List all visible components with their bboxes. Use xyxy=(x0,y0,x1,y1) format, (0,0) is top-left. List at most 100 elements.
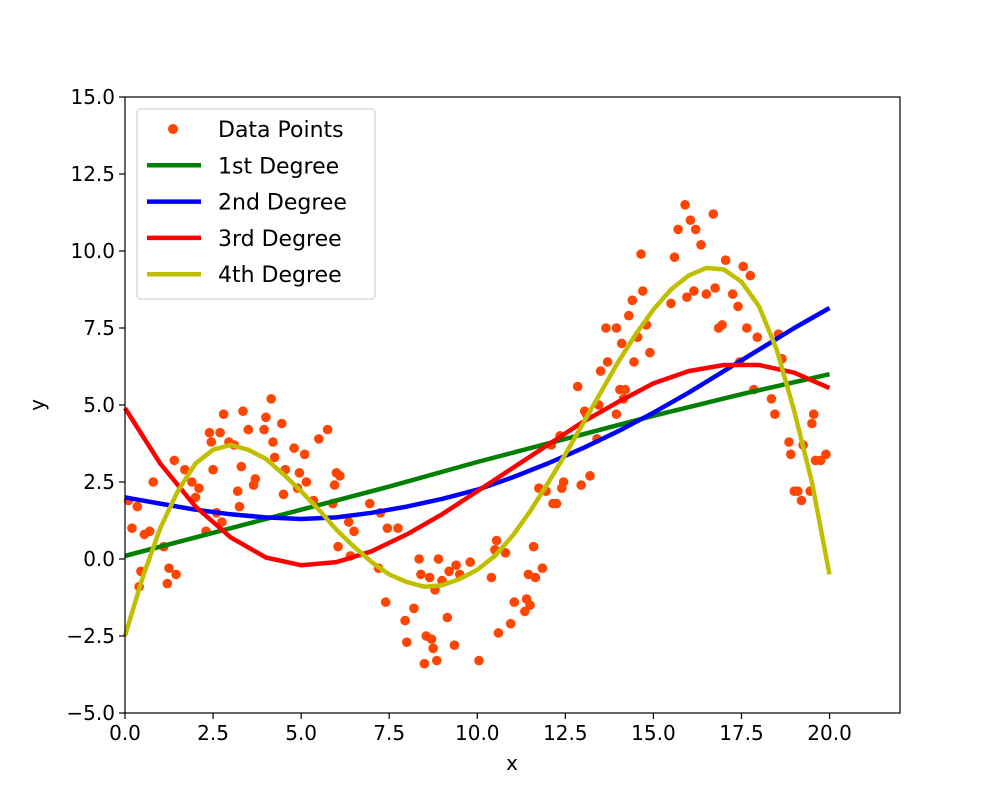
data-point xyxy=(770,409,780,420)
x-tick-label: 2.5 xyxy=(197,721,229,745)
data-point xyxy=(132,501,143,512)
data-point xyxy=(238,406,248,417)
data-point xyxy=(680,200,690,210)
data-point xyxy=(627,295,638,306)
data-point xyxy=(432,655,442,666)
data-point xyxy=(442,612,453,623)
data-point xyxy=(696,240,706,250)
data-point xyxy=(638,286,648,296)
data-point xyxy=(218,409,229,420)
data-point xyxy=(620,384,630,395)
series-line xyxy=(123,362,831,568)
data-point xyxy=(685,215,696,225)
data-point xyxy=(329,480,340,490)
data-point xyxy=(784,437,794,447)
data-point xyxy=(269,452,280,463)
data-point xyxy=(629,357,639,367)
plot-area xyxy=(122,200,832,669)
x-tick-label: 17.5 xyxy=(719,721,764,745)
data-point xyxy=(500,548,511,558)
data-point xyxy=(766,394,777,404)
legend: Data Points 1st Degree 2nd Degree 3rd Degre… xyxy=(136,108,376,300)
data-point xyxy=(738,261,748,272)
data-point xyxy=(380,597,391,607)
data-point xyxy=(509,597,520,607)
data-point xyxy=(636,249,646,259)
data-point xyxy=(572,381,583,392)
data-point xyxy=(294,468,305,478)
data-point xyxy=(733,301,743,312)
data-point xyxy=(491,535,502,546)
y-tick-label: −5.0 xyxy=(66,701,115,725)
data-point xyxy=(793,486,803,497)
data-point xyxy=(169,455,180,466)
data-point xyxy=(215,427,225,438)
legend-label: 4th Degree xyxy=(218,263,342,288)
legend-frame xyxy=(136,108,376,300)
data-point xyxy=(187,477,197,487)
y-tick-label: 2.5 xyxy=(83,470,115,494)
data-point xyxy=(400,615,410,626)
data-point xyxy=(402,637,412,647)
data-point xyxy=(204,427,215,438)
data-point xyxy=(616,338,627,349)
data-point xyxy=(742,323,752,333)
x-tick-label: 5.0 xyxy=(285,721,317,745)
data-point xyxy=(259,424,269,435)
legend-label: Data Points xyxy=(218,118,344,143)
data-point xyxy=(537,563,548,573)
data-point xyxy=(236,461,247,472)
data-point xyxy=(449,640,460,650)
x-tick-label: 7.5 xyxy=(373,721,405,745)
data-point xyxy=(261,412,271,423)
data-point xyxy=(624,310,634,321)
series-line xyxy=(122,265,832,637)
data-point xyxy=(194,483,204,494)
data-point xyxy=(382,523,393,533)
data-point xyxy=(426,634,437,644)
data-point xyxy=(335,471,345,481)
data-point xyxy=(669,252,680,262)
data-point xyxy=(266,394,277,404)
data-point xyxy=(689,286,699,296)
data-point xyxy=(666,298,676,309)
data-point xyxy=(796,495,807,506)
y-tick-label: 12.5 xyxy=(70,162,115,186)
data-point xyxy=(585,471,595,481)
data-point xyxy=(333,541,343,552)
data-point xyxy=(727,289,738,299)
legend-items: Data Points 1st Degree 2nd Degree 3rd Degre… xyxy=(147,118,347,288)
data-point xyxy=(745,270,756,281)
series-line xyxy=(124,372,830,559)
x-axis-title: x xyxy=(506,751,518,775)
y-tick-label: 0.0 xyxy=(83,547,115,571)
data-point xyxy=(428,643,439,654)
legend-label: 2nd Degree xyxy=(218,191,347,216)
data-point xyxy=(701,289,712,299)
data-point xyxy=(486,572,497,583)
data-point xyxy=(148,477,158,487)
data-point xyxy=(682,292,692,303)
data-point xyxy=(416,569,426,580)
x-tick-label: 0.0 xyxy=(109,721,141,745)
y-tick-label: 15.0 xyxy=(70,85,115,109)
data-point xyxy=(322,424,333,435)
data-point xyxy=(208,464,218,475)
data-point xyxy=(217,517,227,527)
data-point xyxy=(289,443,299,453)
data-point xyxy=(807,418,817,429)
legend-label: 3rd Degree xyxy=(218,227,342,252)
data-point xyxy=(808,409,819,420)
data-point xyxy=(786,449,796,460)
data-point xyxy=(414,554,424,564)
data-point xyxy=(424,572,435,583)
data-point xyxy=(451,560,461,570)
data-point xyxy=(365,498,375,509)
data-point xyxy=(234,501,245,512)
legend-marker xyxy=(168,124,178,134)
y-tick-label: 5.0 xyxy=(83,393,115,417)
data-point xyxy=(278,489,289,500)
y-tick-label: 10.0 xyxy=(70,239,115,263)
x-tick-label: 20.0 xyxy=(807,721,852,745)
y-tick-label: −2.5 xyxy=(66,624,115,648)
